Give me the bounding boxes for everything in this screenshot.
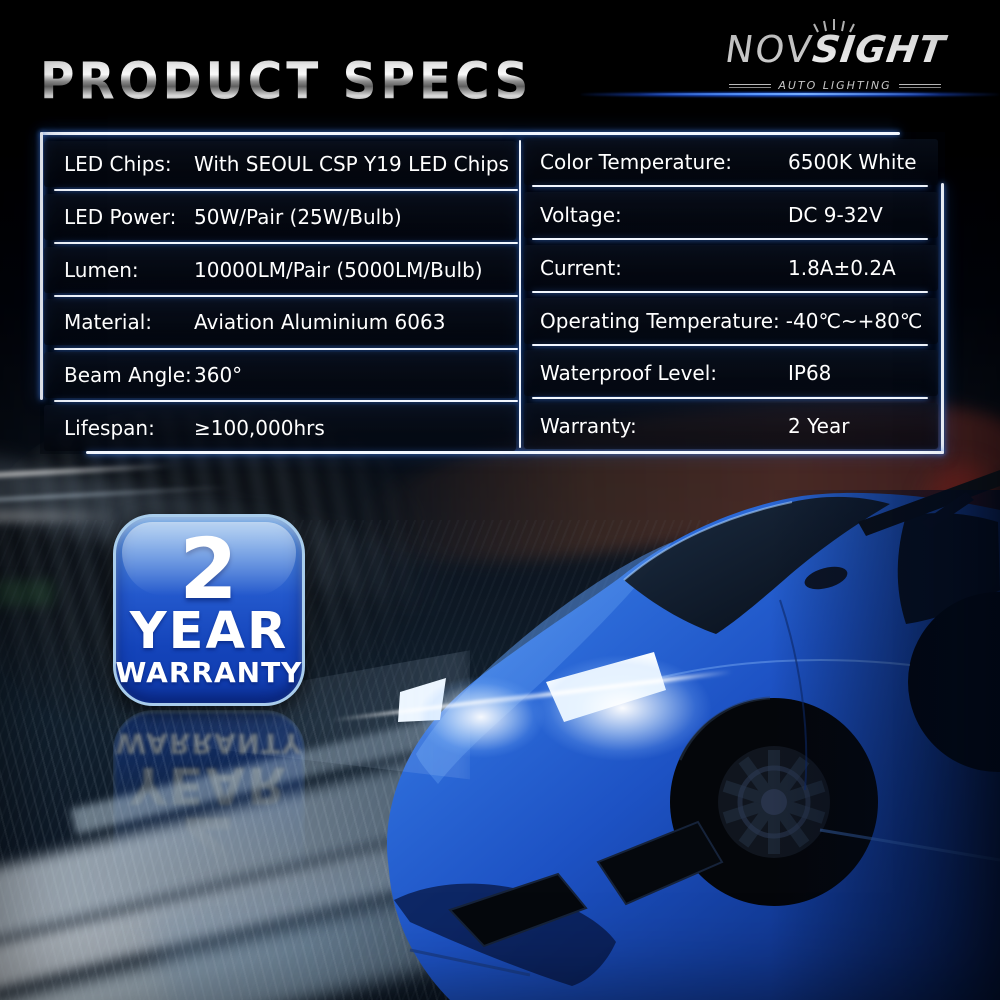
row-separator [54, 400, 518, 402]
spec-value: 10000LM/Pair (5000LM/Bulb) [194, 258, 483, 282]
spec-label: Material: [64, 310, 152, 334]
spec-row-waterproof-level: Waterproof Level: IP68 [524, 350, 938, 396]
spec-label: Warranty: [540, 414, 637, 438]
car-grille-center [448, 872, 588, 948]
spec-label: LED Power: [64, 205, 177, 229]
brand-name: NOVSIGHT [722, 28, 949, 77]
spec-row-color-temperature: Color Temperature: 6500K White [524, 139, 938, 185]
spec-value: 2 Year [788, 414, 850, 438]
row-separator [54, 242, 518, 244]
brand-tagline: AUTO LIGHTING [778, 79, 892, 92]
table-border-top [40, 132, 900, 135]
spec-value: With SEOUL CSP Y19 LED Chips [194, 152, 509, 176]
badge-year-label: YEAR [129, 602, 289, 661]
spec-label: Lumen: [64, 258, 139, 282]
table-border-right [941, 183, 944, 454]
table-divider-center [519, 140, 521, 448]
headlight-glow [505, 638, 740, 778]
roadside-foliage [0, 580, 54, 606]
spec-row-current: Current: 1.8A±0.2A [524, 245, 938, 291]
row-separator [54, 189, 518, 191]
spec-row-operating-temperature: Operating Temperature: -40℃~+80℃ [524, 298, 938, 344]
badge-warranty-label: WARRANTY [115, 656, 303, 689]
car-apillar-highlight [623, 501, 793, 581]
spec-label: Operating Temperature: [540, 309, 780, 333]
spec-label: Lifespan: [64, 416, 155, 440]
row-separator [532, 238, 928, 240]
spec-value: 50W/Pair (25W/Bulb) [194, 205, 402, 229]
spec-label: Color Temperature: [540, 150, 733, 174]
spec-value: ≥100,000hrs [194, 416, 325, 440]
car-right-shading [770, 490, 1000, 1000]
table-border-bottom [86, 451, 944, 454]
row-separator [54, 348, 518, 350]
blue-light-streak-core [640, 93, 940, 95]
spec-value: 360° [194, 363, 243, 387]
spec-row-led-power: LED Power: 50W/Pair (25W/Bulb) [44, 194, 516, 240]
spec-value: Aviation Aluminium 6063 [194, 310, 446, 334]
row-separator [532, 397, 928, 399]
spec-row-warranty: Warranty: 2 Year [524, 403, 938, 449]
warranty-badge: 2 YEAR WARRANTY [113, 514, 305, 706]
spec-value: 1.8A±0.2A [788, 256, 896, 280]
badge-gloss [122, 522, 296, 596]
spec-label: Waterproof Level: [540, 361, 718, 385]
table-border-left [40, 132, 43, 400]
spec-value: -40℃~+80℃ [785, 309, 923, 333]
spec-label: LED Chips: [64, 152, 172, 176]
spec-value: IP68 [788, 361, 832, 385]
light-streak [0, 512, 122, 521]
row-separator [532, 185, 928, 187]
spec-row-led-chips: LED Chips: With SEOUL CSP Y19 LED Chips [44, 141, 516, 187]
page-title: PRODUCT SPECS [40, 52, 533, 112]
spec-row-beam-angle: Beam Angle: 360° [44, 352, 516, 398]
spec-row-lifespan: Lifespan: ≥100,000hrs [44, 405, 516, 451]
row-separator [532, 291, 928, 293]
spec-row-material: Material: Aviation Aluminium 6063 [44, 299, 516, 345]
brand-logo: NOVSIGHT AUTO LIGHTING [700, 19, 970, 92]
brand-name-nov: NOV [722, 28, 817, 71]
car-splitter-line [409, 948, 531, 977]
spec-row-lumen: Lumen: 10000LM/Pair (5000LM/Bulb) [44, 247, 516, 293]
spec-label: Current: [540, 256, 622, 280]
car-grille-side [596, 820, 724, 906]
brand-tagline-row: AUTO LIGHTING [700, 79, 970, 92]
spec-value: 6500K White [788, 150, 917, 174]
spec-row-voltage: Voltage: DC 9-32V [524, 192, 938, 238]
tagline-rule-left [729, 83, 772, 88]
row-separator [54, 295, 518, 297]
spec-value: DC 9-32V [788, 203, 883, 227]
brand-name-sight: SIGHT [810, 28, 949, 71]
spec-label: Voltage: [540, 203, 622, 227]
tagline-rule-right [898, 83, 941, 88]
row-separator [532, 344, 928, 346]
light-rays-icon [813, 19, 855, 33]
spec-label: Beam Angle: [64, 363, 192, 387]
